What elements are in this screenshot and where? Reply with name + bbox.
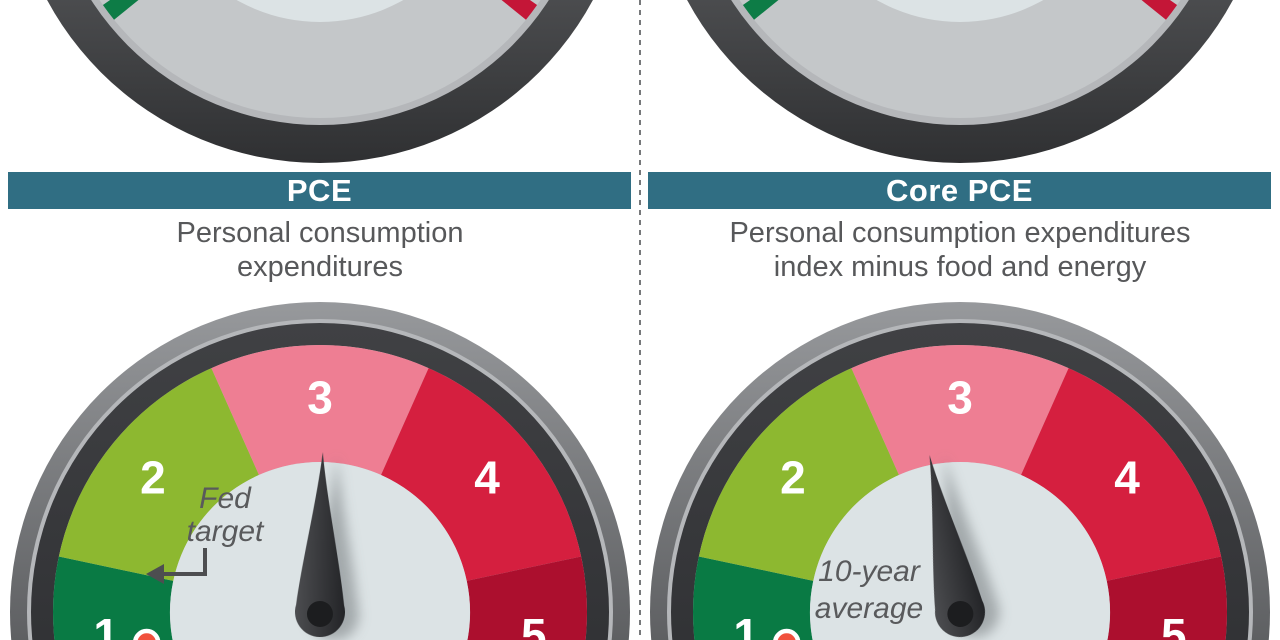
- gauge-tick-label: 4: [474, 451, 500, 503]
- subtitle-line: Personal consumption: [176, 217, 464, 249]
- gauge-needle-hub: [947, 600, 974, 627]
- panel-subtitle: Personal consumption expenditures: [0, 216, 640, 284]
- gauge-segment: [58, 368, 259, 581]
- gauge-needle-hub: [306, 600, 333, 627]
- annotation-line: 10-year: [818, 555, 920, 588]
- cropped-gauge-face: [876, 0, 1044, 22]
- annotation-line: Fed: [199, 482, 251, 515]
- panel-header-core-pce: Core PCE: [648, 172, 1271, 209]
- panel-subtitle: Personal consumption expenditures index …: [640, 216, 1280, 284]
- gauge-marker-dot: [133, 628, 161, 640]
- ten-year-average-annotation: 10-year average: [800, 553, 938, 627]
- subtitle-line: index minus food and energy: [773, 251, 1147, 283]
- subtitle-line: Personal consumption expenditures: [729, 217, 1191, 249]
- panel-pce: 1 2 3 4 5 PCE Personal consumption expenditu…: [0, 0, 640, 640]
- gauge-tick-label: 3: [947, 372, 973, 424]
- gauge-segment: [693, 556, 814, 640]
- gauge-tick-label: 2: [140, 451, 166, 503]
- cropped-gauge-band: [739, 0, 1181, 118]
- gauge-segment: [381, 368, 582, 581]
- gauge-dial-core-pce: 1 2 3 4 5: [650, 0, 1270, 640]
- gauge-tick-label: 5: [1161, 609, 1187, 640]
- annotation-line: target: [186, 515, 264, 548]
- fed-target-arrow-line: [162, 548, 207, 576]
- gauge-tick-label: 1: [733, 609, 759, 640]
- cropped-gauge-wedge: [1141, 0, 1178, 20]
- panel-title: Core PCE: [886, 173, 1033, 208]
- dashed-column-divider: [639, 0, 641, 640]
- gauge-segment: [1106, 556, 1227, 640]
- gauge-tick-label: 1: [93, 609, 119, 640]
- cropped-gauge-wedge: [742, 0, 779, 20]
- gauge-marker-dot: [773, 628, 801, 640]
- annotation-line: average: [814, 592, 924, 625]
- fed-target-arrow-head: [146, 564, 164, 584]
- gauge-needle: [929, 454, 985, 637]
- gauge-dial-pce: 1 2 3 4 5: [10, 0, 630, 640]
- cropped-gauge-band: [99, 0, 541, 118]
- gauge-tick-label: 5: [521, 609, 547, 640]
- gauge-segment: [698, 368, 899, 581]
- subtitle-line: expenditures: [236, 251, 404, 283]
- panel-header-pce: PCE: [8, 172, 631, 209]
- gauge-segment: [211, 345, 429, 475]
- panel-title: PCE: [286, 173, 353, 208]
- gauge-segment: [1021, 368, 1222, 581]
- gauge-tick-label: 2: [780, 451, 806, 503]
- gauge-segment: [851, 345, 1069, 475]
- gauge-tick-label: 3: [307, 372, 333, 424]
- gauge-needle: [295, 452, 345, 637]
- gauge-segment: [466, 556, 587, 640]
- fed-target-annotation: Fed target: [158, 482, 292, 548]
- cropped-gauge-wedge: [501, 0, 538, 20]
- panel-core-pce: 1 2 3 4 5 Core PCE Personal consumption expe…: [640, 0, 1280, 640]
- cropped-gauge-wedge: [102, 0, 139, 20]
- gauge-tick-label: 4: [1114, 451, 1140, 503]
- cropped-gauge-face: [236, 0, 404, 22]
- gauge-segment: [53, 556, 174, 640]
